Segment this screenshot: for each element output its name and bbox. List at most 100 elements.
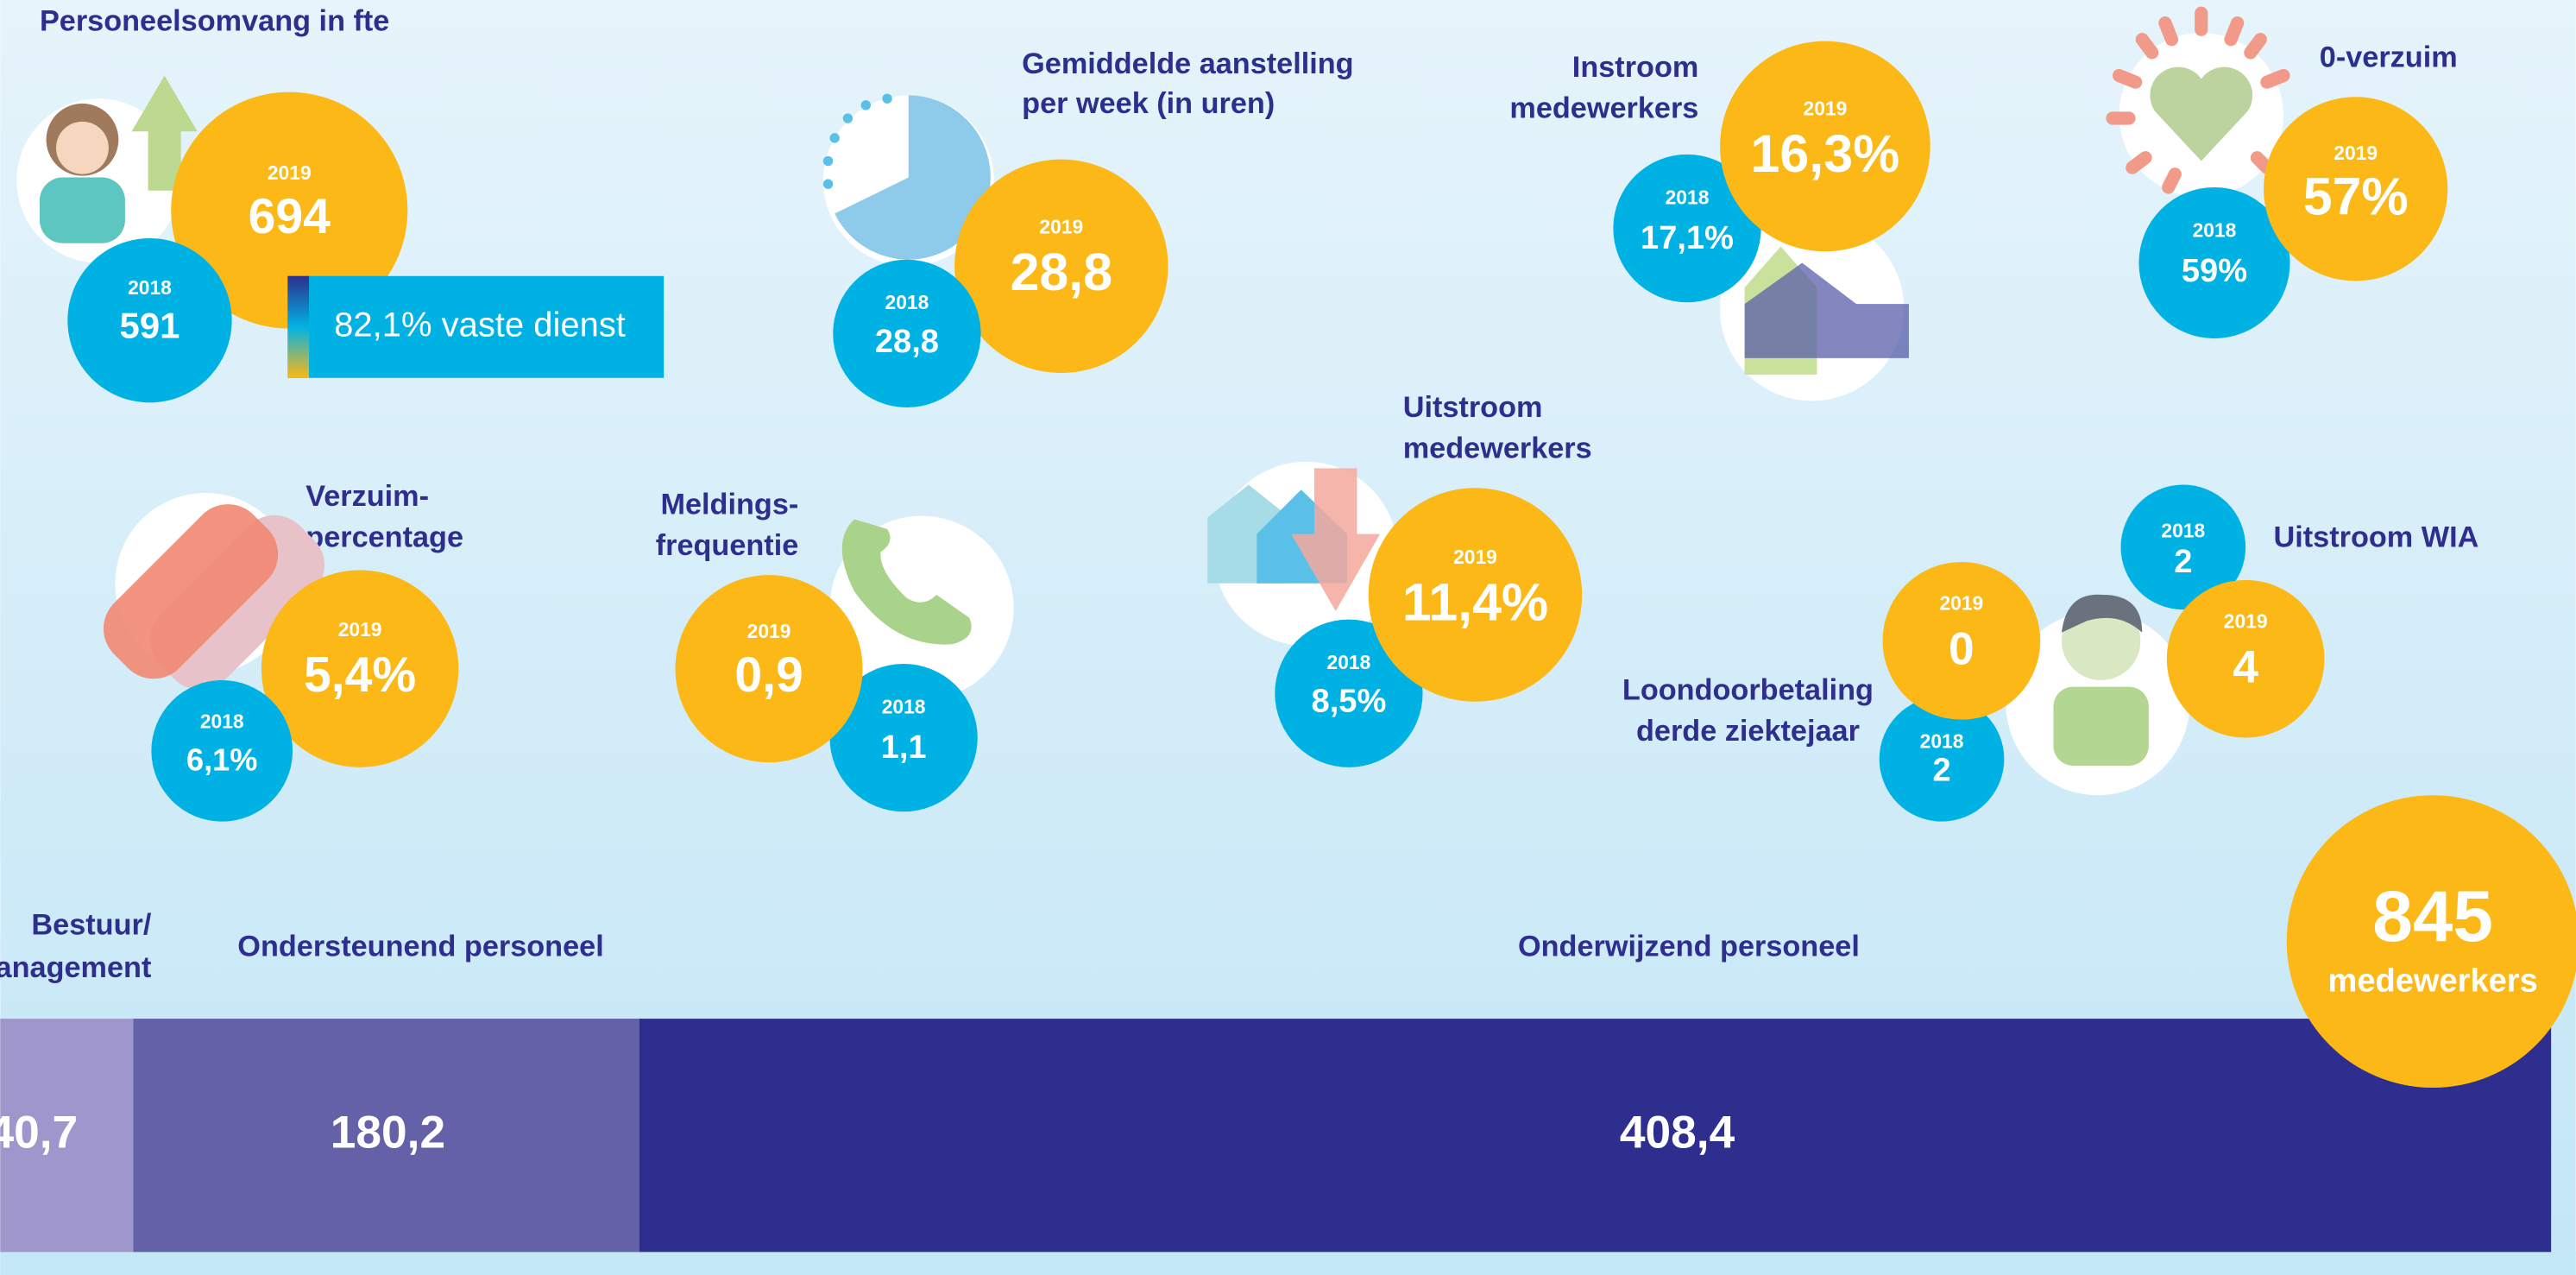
value: 5,4%	[304, 647, 416, 703]
banner	[287, 275, 664, 378]
plaster-icon	[103, 504, 279, 679]
circle-2019	[171, 92, 408, 329]
value: 1,1	[881, 729, 927, 766]
value: 8,5%	[1312, 684, 1387, 720]
segment	[0, 1019, 134, 1253]
circle-2019	[261, 570, 459, 767]
year: 2019	[2224, 609, 2268, 632]
person-icon	[2053, 686, 2149, 766]
title: Personeelsomvang in fte	[40, 5, 389, 38]
phone-icon	[841, 519, 972, 645]
circle-2018	[67, 237, 232, 403]
total-circle	[2286, 795, 2576, 1088]
segment	[639, 1019, 2552, 1253]
value: 0,9	[734, 647, 803, 703]
year: 2019	[1939, 591, 1983, 614]
house-icon	[1744, 262, 1909, 358]
year: 2018	[882, 695, 926, 717]
value: 2	[1932, 753, 1950, 789]
value: 2	[2174, 544, 2192, 580]
clock-icon	[835, 95, 991, 260]
value: 591	[120, 306, 180, 346]
value: 28,8	[875, 324, 939, 360]
circle-2019	[954, 159, 1168, 374]
year: 2019	[1453, 546, 1497, 568]
value: 11,4%	[1402, 572, 1548, 631]
circle-2019	[675, 575, 863, 763]
circle-2018	[1879, 697, 2005, 822]
segment-value: 180,2	[331, 1107, 445, 1158]
circle-2019	[1368, 488, 1583, 702]
year: 2019	[747, 620, 791, 642]
note: 82,1% vaste dienst	[334, 306, 626, 344]
circle-2018	[1275, 619, 1423, 767]
year: 2019	[268, 161, 312, 184]
year: 2019	[1039, 216, 1083, 238]
title: Instroom	[1572, 51, 1699, 84]
segment-value: 408,4	[1620, 1107, 1735, 1158]
total: 845	[2372, 875, 2493, 956]
year: 2018	[128, 276, 172, 299]
circle-2018	[2120, 484, 2246, 610]
title: derde ziektejaar	[1636, 715, 1860, 748]
segment-label: management	[0, 951, 151, 984]
segment-label: Ondersteunend personeel	[237, 930, 603, 963]
value: 4	[2233, 642, 2258, 693]
circle-2018	[151, 679, 293, 822]
year: 2018	[1666, 186, 1710, 208]
title: Meldings-	[660, 488, 798, 521]
circle-2018	[1613, 154, 1761, 303]
banner-strip	[287, 275, 310, 378]
total-label: medewerkers	[2328, 963, 2538, 999]
circle-2018	[833, 259, 981, 408]
value: 6,1%	[186, 742, 257, 778]
segment-label: Bestuur/	[31, 909, 151, 942]
year: 2018	[1920, 729, 1964, 752]
year: 2019	[2334, 142, 2378, 164]
year: 2018	[1327, 651, 1371, 673]
circle-2019	[2264, 97, 2448, 281]
title: Uitstroom	[1403, 391, 1543, 424]
segment-value: 40,7	[0, 1107, 78, 1158]
year: 2018	[200, 710, 244, 733]
title: Gemiddelde aanstelling	[1022, 47, 1353, 80]
year: 2018	[885, 291, 929, 313]
title: medewerkers	[1403, 432, 1592, 465]
title: percentage	[305, 521, 463, 553]
value: 694	[249, 189, 331, 244]
circle-2018	[829, 663, 978, 812]
title: 0-verzuim	[2320, 41, 2458, 74]
value: 28,8	[1011, 243, 1113, 301]
title: frequentie	[656, 529, 799, 562]
circle-2019	[1720, 41, 1930, 252]
bottom-strip	[0, 1252, 2576, 1275]
segment-label: Onderwijzend personeel	[1518, 930, 1860, 963]
circle-2018	[2138, 186, 2290, 339]
title: Loondoorbetaling	[1622, 673, 1874, 706]
body	[39, 177, 125, 243]
title: Verzuim-	[305, 480, 429, 513]
year: 2019	[1803, 98, 1847, 120]
clock-dots	[822, 93, 892, 189]
title: per week (in uren)	[1022, 87, 1275, 120]
circle-2019	[2166, 579, 2325, 738]
value: 16,3%	[1751, 124, 1900, 183]
value: 57%	[2303, 167, 2409, 225]
title: medewerkers	[1509, 92, 1698, 125]
arrow-icon	[131, 75, 198, 191]
face	[55, 121, 109, 174]
value: 17,1%	[1641, 220, 1734, 256]
arrow-icon	[1291, 468, 1381, 612]
year: 2019	[338, 618, 382, 641]
value: 59%	[2182, 253, 2247, 289]
year: 2018	[2193, 218, 2237, 241]
year: 2018	[2161, 520, 2205, 542]
hair	[2061, 594, 2143, 633]
segment	[133, 1019, 639, 1253]
rays	[2106, 6, 2290, 194]
value: 0	[1949, 624, 1975, 675]
circle-2019	[1882, 561, 2041, 720]
title: Uitstroom WIA	[2274, 521, 2479, 553]
